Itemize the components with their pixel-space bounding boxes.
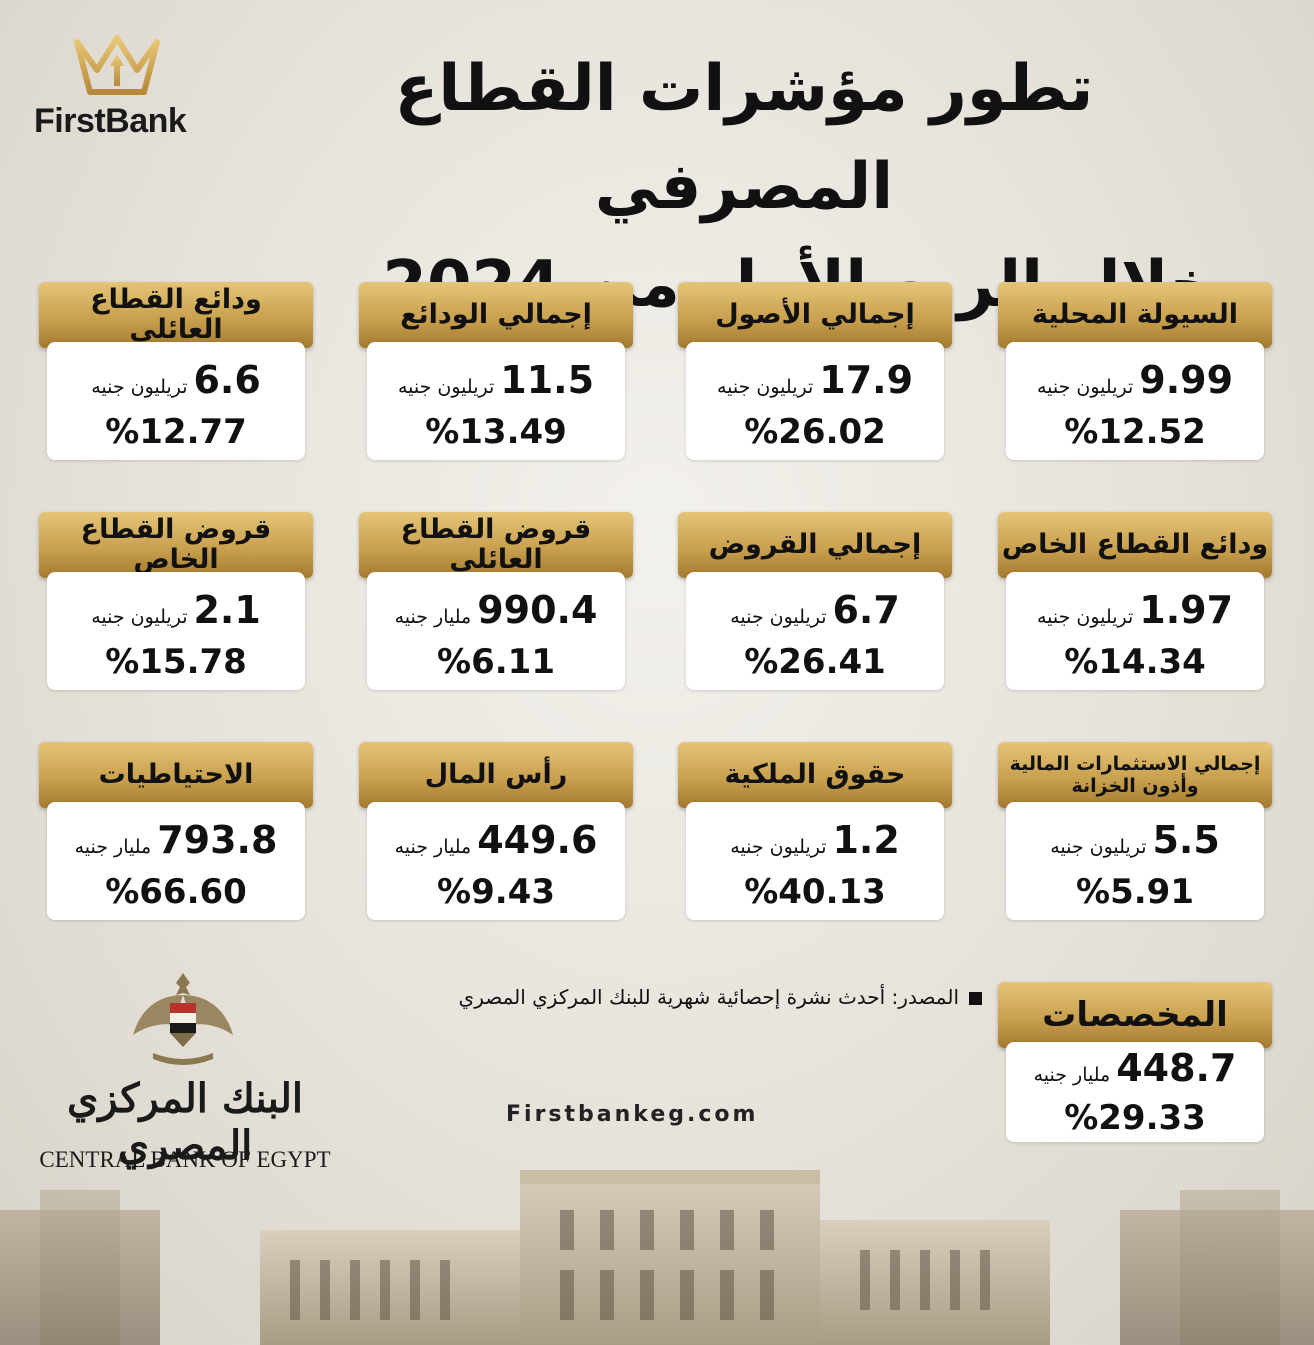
metric-value-row: 6.7تريليون جنيه [686,588,944,632]
metric-percent: %29.33 [1064,1098,1206,1138]
metric-value-row: 1.97تريليون جنيه [1006,588,1264,632]
metric-box: 5.5تريليون جنيه %5.91 [1006,802,1264,920]
metric-label: إجمالي الأصول [678,282,952,348]
metric-value: 793.8 [157,818,278,862]
metric-value: 1.97 [1139,588,1234,632]
metric-label: المخصصات [998,982,1272,1048]
metric-percent: %13.49 [425,412,567,452]
metric-unit: مليار جنيه [394,836,472,858]
firstbank-logo: FirstBank [34,30,214,140]
metric-unit: تريليون جنيه [730,836,827,858]
metric-percent: %12.77 [105,412,247,452]
metric-unit: مليار جنيه [1033,1064,1111,1086]
metric-unit: تريليون جنيه [716,376,814,398]
metric-value-row: 2.1تريليون جنيه [47,588,305,632]
metric-value-row: 1.2تريليون جنيه [686,818,944,862]
brand-name: FirstBank [34,102,187,140]
metric-label: إجمالي القروض [678,512,952,578]
metric-label: السيولة المحلية [998,282,1272,348]
metric-label: إجمالي الاستثمارات المالية وأذون الخزانة [998,742,1272,808]
metric-value: 448.7 [1116,1046,1237,1090]
metric-percent: %14.34 [1064,642,1206,682]
bullet-square-icon [969,992,982,1005]
source-note: المصدر: أحدث نشرة إحصائية شهرية للبنك ال… [322,985,982,1009]
metric-value-row: 793.8مليار جنيه [47,818,305,862]
metric-value-row: 448.7مليار جنيه [1006,1046,1264,1090]
metric-box: 9.99تريليون جنيه %12.52 [1006,342,1264,460]
cbe-name-english: CENTRAL BANK OF EGYPT [39,1147,331,1172]
metric-label: حقوق الملكية [678,742,952,808]
metric-box: 2.1تريليون جنيه %15.78 [47,572,305,690]
source-text: المصدر: أحدث نشرة إحصائية شهرية للبنك ال… [458,985,959,1009]
metric-value: 6.6 [193,358,261,402]
metric-percent: %6.11 [437,642,555,682]
metric-unit: تريليون جنيه [91,606,188,628]
title-line-1: تطور مؤشرات القطاع المصرفي [394,52,1094,224]
website-link[interactable]: Firstbankeg.com [506,1102,759,1127]
page-title: تطور مؤشرات القطاع المصرفي خلال الربع ال… [244,40,1244,334]
metric-percent: %15.78 [105,642,247,682]
metric-unit: تريليون جنيه [1036,606,1134,628]
metric-unit: تريليون جنيه [730,606,827,628]
metric-value-row: 449.6مليار جنيه [367,818,625,862]
metric-box: 1.97تريليون جنيه %14.34 [1006,572,1264,690]
metric-value: 6.7 [832,588,900,632]
crown-icon [74,35,160,95]
metric-box: 11.5تريليون جنيه %13.49 [367,342,625,460]
metric-unit: تريليون جنيه [397,376,495,398]
metric-value: 11.5 [500,358,595,402]
metric-value-row: 9.99تريليون جنيه [1006,358,1264,402]
metric-percent: %26.02 [744,412,886,452]
metric-value: 5.5 [1152,818,1220,862]
metric-percent: %9.43 [437,872,555,912]
cbe-name-arabic: البنك المركزي المصري [67,1075,303,1169]
metric-unit: مليار جنيه [394,606,472,628]
metric-percent: %5.91 [1076,872,1194,912]
metric-value-row: 5.5تريليون جنيه [1006,818,1264,862]
metric-label: الاحتياطيات [39,742,313,808]
metric-label: قروض القطاع الخاص [39,512,313,578]
metric-box: 793.8مليار جنيه %66.60 [47,802,305,920]
metric-percent: %40.13 [744,872,886,912]
metric-label: رأس المال [359,742,633,808]
metric-box: 449.6مليار جنيه %9.43 [367,802,625,920]
metric-value-row: 6.6تريليون جنيه [47,358,305,402]
metric-label: ودائع القطاع العائلي [39,282,313,348]
metric-value-row: 11.5تريليون جنيه [367,358,625,402]
metric-value: 2.1 [193,588,261,632]
eagle-emblem-icon [133,973,233,1065]
metric-value-row: 990.4مليار جنيه [367,588,625,632]
metric-box: 448.7مليار جنيه %29.33 [1006,1042,1264,1142]
metric-box: 6.6تريليون جنيه %12.77 [47,342,305,460]
metric-value: 1.2 [832,818,900,862]
metric-percent: %66.60 [105,872,247,912]
metric-box: 17.9تريليون جنيه %26.02 [686,342,944,460]
metric-box: 1.2تريليون جنيه %40.13 [686,802,944,920]
metric-label: إجمالي الودائع [359,282,633,348]
metric-unit: مليار جنيه [74,836,152,858]
metric-value: 990.4 [477,588,598,632]
metric-value-row: 17.9تريليون جنيه [686,358,944,402]
metric-box: 990.4مليار جنيه %6.11 [367,572,625,690]
metric-percent: %26.41 [744,642,886,682]
metric-percent: %12.52 [1064,412,1206,452]
metric-box: 6.7تريليون جنيه %26.41 [686,572,944,690]
metric-value: 449.6 [477,818,598,862]
metric-unit: تريليون جنيه [91,376,188,398]
metric-unit: تريليون جنيه [1036,376,1134,398]
cbe-building-illustration [0,1170,1314,1345]
metric-label: قروض القطاع العائلي [359,512,633,578]
metric-value: 9.99 [1139,358,1234,402]
metric-label: ودائع القطاع الخاص [998,512,1272,578]
metric-unit: تريليون جنيه [1050,836,1147,858]
metric-value: 17.9 [819,358,914,402]
